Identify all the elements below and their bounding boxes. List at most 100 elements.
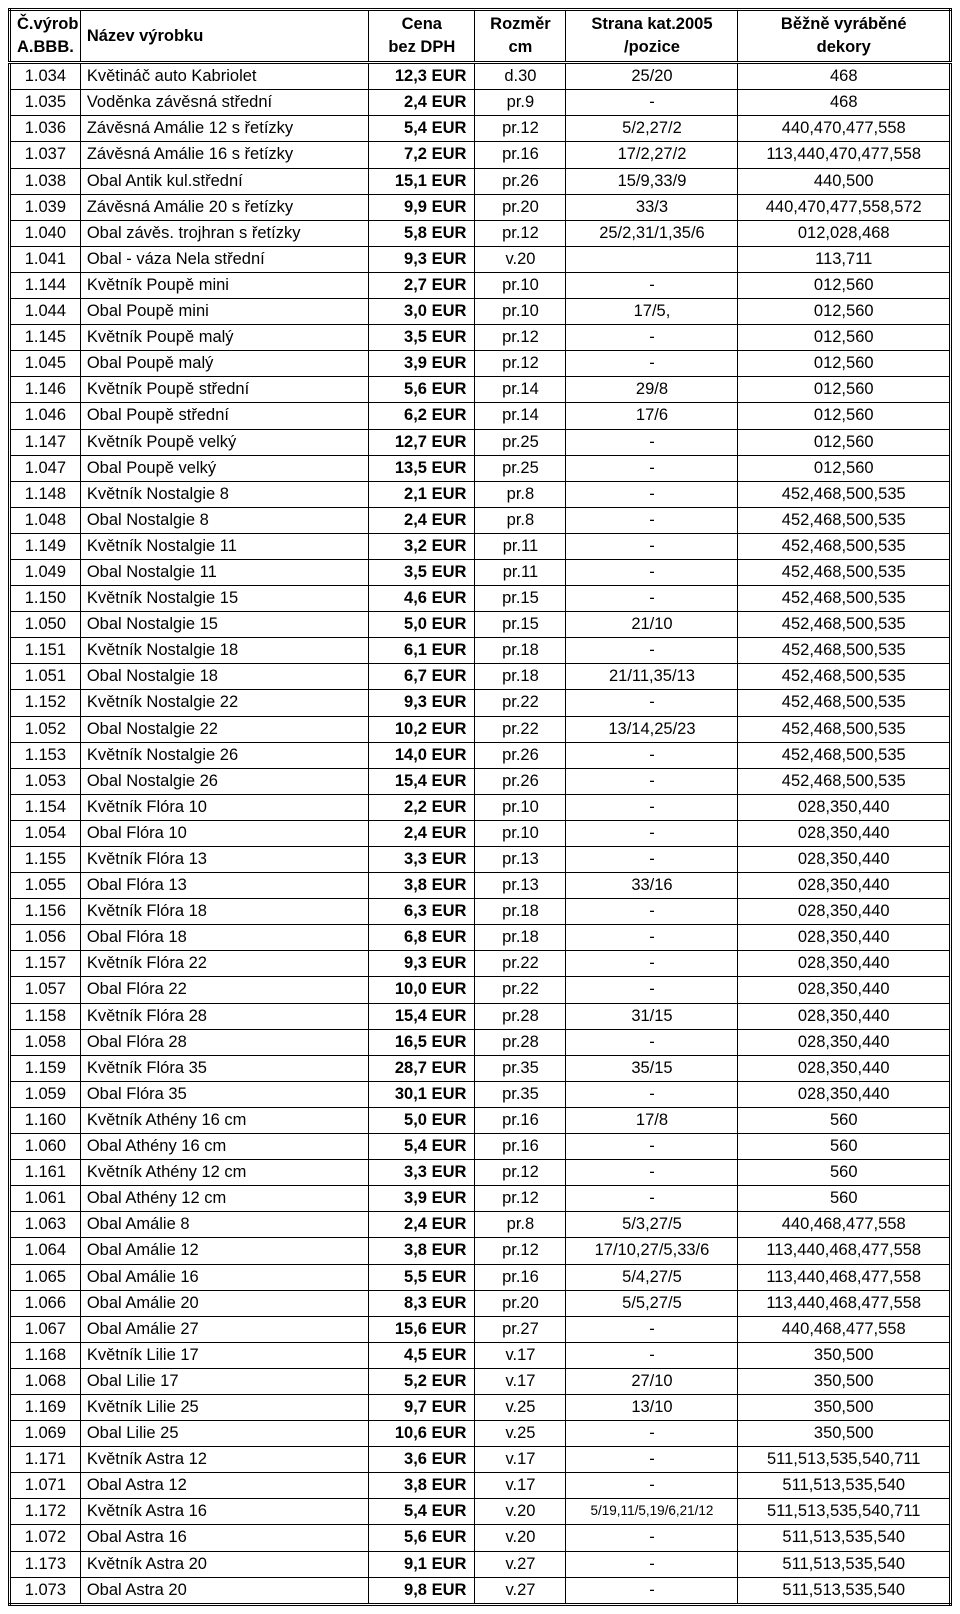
table-row: 1.066Obal Amálie 208,3 EURpr.205/5,27/51… — [10, 1290, 951, 1316]
table-row: 1.073Obal Astra 209,8 EURv.27-511,513,53… — [10, 1577, 951, 1604]
cell-name: Obal Flóra 10 — [80, 820, 368, 846]
cell-code: 1.157 — [10, 951, 81, 977]
table-row: 1.146Květník Poupě střední5,6 EURpr.1429… — [10, 377, 951, 403]
cell-dek: 350,500 — [738, 1394, 951, 1420]
table-row: 1.044Obal Poupě mini3,0 EURpr.1017/5,012… — [10, 299, 951, 325]
cell-page: 17/8 — [566, 1107, 738, 1133]
cell-code: 1.067 — [10, 1316, 81, 1342]
cell-dek: 452,468,500,535 — [738, 612, 951, 638]
table-row: 1.147Květník Poupě velký12,7 EURpr.25-01… — [10, 429, 951, 455]
cell-dim: pr.26 — [475, 768, 566, 794]
cell-dim: pr.9 — [475, 90, 566, 116]
cell-dim: pr.26 — [475, 168, 566, 194]
cell-name: Obal Amálie 16 — [80, 1264, 368, 1290]
cell-dek: 452,468,500,535 — [738, 690, 951, 716]
cell-name: Květník Flóra 22 — [80, 951, 368, 977]
table-row: 1.056Obal Flóra 186,8 EURpr.18-028,350,4… — [10, 925, 951, 951]
cell-code: 1.171 — [10, 1447, 81, 1473]
cell-code: 1.044 — [10, 299, 81, 325]
table-row: 1.057Obal Flóra 2210,0 EURpr.22-028,350,… — [10, 977, 951, 1003]
cell-price: 10,6 EUR — [369, 1421, 475, 1447]
cell-code: 1.158 — [10, 1003, 81, 1029]
cell-code: 1.069 — [10, 1421, 81, 1447]
cell-code: 1.061 — [10, 1186, 81, 1212]
cell-price: 3,9 EUR — [369, 351, 475, 377]
cell-dim: d.30 — [475, 63, 566, 90]
cell-dim: v.27 — [475, 1577, 566, 1604]
cell-dim: pr.18 — [475, 664, 566, 690]
header-price: Cena bez DPH — [369, 10, 475, 63]
cell-price: 4,5 EUR — [369, 1342, 475, 1368]
cell-price: 5,4 EUR — [369, 1499, 475, 1525]
cell-dek: 440,500 — [738, 168, 951, 194]
cell-page: - — [566, 1525, 738, 1551]
cell-name: Květník Athény 16 cm — [80, 1107, 368, 1133]
cell-price: 6,2 EUR — [369, 403, 475, 429]
cell-name: Obal Nostalgie 26 — [80, 768, 368, 794]
cell-dim: pr.12 — [475, 1238, 566, 1264]
cell-name: Závěsná Amálie 16 s řetízky — [80, 142, 368, 168]
cell-page: - — [566, 272, 738, 298]
cell-code: 1.068 — [10, 1368, 81, 1394]
header-dek: Běžně vyráběné dekory — [738, 10, 951, 63]
cell-page: - — [566, 586, 738, 612]
cell-code: 1.058 — [10, 1029, 81, 1055]
cell-code: 1.149 — [10, 533, 81, 559]
table-row: 1.152Květník Nostalgie 229,3 EURpr.22-45… — [10, 690, 951, 716]
cell-price: 6,3 EUR — [369, 899, 475, 925]
table-row: 1.046Obal Poupě střední6,2 EURpr.1417/60… — [10, 403, 951, 429]
cell-page: - — [566, 977, 738, 1003]
table-row: 1.034Květináč auto Kabriolet12,3 EURd.30… — [10, 63, 951, 90]
table-row: 1.158Květník Flóra 2815,4 EURpr.2831/150… — [10, 1003, 951, 1029]
cell-name: Obal Poupě malý — [80, 351, 368, 377]
cell-price: 3,3 EUR — [369, 1160, 475, 1186]
cell-dim: pr.10 — [475, 794, 566, 820]
cell-price: 3,8 EUR — [369, 873, 475, 899]
cell-code: 1.041 — [10, 246, 81, 272]
table-row: 1.069Obal Lilie 2510,6 EURv.25-350,500 — [10, 1421, 951, 1447]
cell-dim: pr.35 — [475, 1081, 566, 1107]
cell-dim: v.17 — [475, 1342, 566, 1368]
table-row: 1.061Obal Athény 12 cm3,9 EURpr.12-560 — [10, 1186, 951, 1212]
cell-page: - — [566, 820, 738, 846]
cell-price: 8,3 EUR — [369, 1290, 475, 1316]
cell-page: 21/10 — [566, 612, 738, 638]
cell-dek: 440,468,477,558 — [738, 1212, 951, 1238]
cell-price: 3,9 EUR — [369, 1186, 475, 1212]
cell-name: Obal Astra 20 — [80, 1577, 368, 1604]
cell-dim: pr.22 — [475, 690, 566, 716]
cell-code: 1.155 — [10, 847, 81, 873]
cell-page: - — [566, 429, 738, 455]
cell-dim: pr.12 — [475, 220, 566, 246]
cell-page: - — [566, 1134, 738, 1160]
cell-code: 1.046 — [10, 403, 81, 429]
cell-dek: 012,560 — [738, 429, 951, 455]
cell-page: - — [566, 325, 738, 351]
cell-dek: 028,350,440 — [738, 794, 951, 820]
cell-price: 5,4 EUR — [369, 1134, 475, 1160]
cell-dek: 012,560 — [738, 403, 951, 429]
cell-dek: 028,350,440 — [738, 977, 951, 1003]
cell-name: Květník Flóra 18 — [80, 899, 368, 925]
cell-code: 1.146 — [10, 377, 81, 403]
table-row: 1.150Květník Nostalgie 154,6 EURpr.15-45… — [10, 586, 951, 612]
cell-dim: pr.11 — [475, 533, 566, 559]
cell-name: Obal Flóra 13 — [80, 873, 368, 899]
cell-page: - — [566, 1186, 738, 1212]
cell-page: - — [566, 1081, 738, 1107]
cell-code: 1.073 — [10, 1577, 81, 1604]
cell-dek: 511,513,535,540,711 — [738, 1499, 951, 1525]
cell-name: Květník Athény 12 cm — [80, 1160, 368, 1186]
cell-code: 1.047 — [10, 455, 81, 481]
cell-code: 1.147 — [10, 429, 81, 455]
cell-dim: pr.18 — [475, 638, 566, 664]
cell-page: - — [566, 690, 738, 716]
cell-price: 9,3 EUR — [369, 246, 475, 272]
cell-price: 3,3 EUR — [369, 847, 475, 873]
cell-page: 17/6 — [566, 403, 738, 429]
cell-name: Obal Antik kul.střední — [80, 168, 368, 194]
cell-dim: v.20 — [475, 246, 566, 272]
cell-name: Obal Amálie 8 — [80, 1212, 368, 1238]
cell-price: 9,3 EUR — [369, 690, 475, 716]
cell-page: - — [566, 794, 738, 820]
